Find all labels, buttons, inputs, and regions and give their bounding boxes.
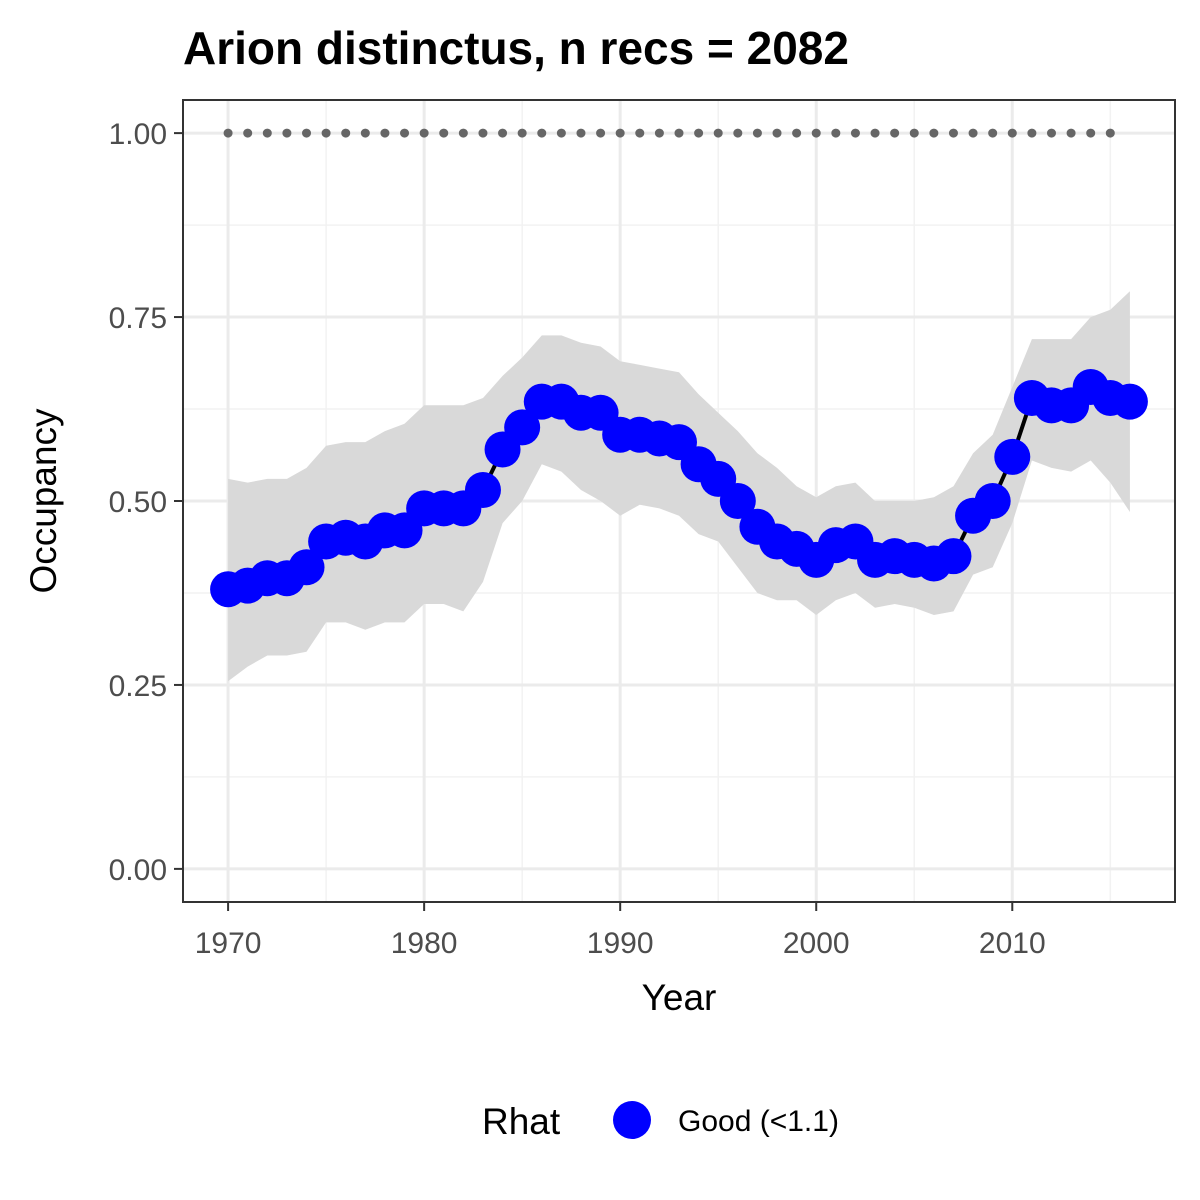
reference-dot	[635, 128, 645, 138]
reference-dot	[360, 128, 370, 138]
reference-dot	[811, 128, 821, 138]
legend-label-good: Good (<1.1)	[678, 1105, 839, 1138]
reference-dot	[713, 128, 723, 138]
reference-dot	[1046, 128, 1056, 138]
reference-dot	[1027, 128, 1037, 138]
x-tick-label: 1970	[195, 927, 262, 960]
occupancy-point	[1111, 383, 1148, 420]
occupancy-point	[504, 409, 541, 446]
x-tick-label: 2000	[783, 927, 850, 960]
reference-dot	[321, 128, 331, 138]
reference-dot	[968, 128, 978, 138]
plot-panel	[182, 99, 1176, 903]
reference-dot	[694, 128, 704, 138]
reference-dot	[596, 128, 606, 138]
reference-dot	[262, 128, 272, 138]
reference-dot	[517, 128, 527, 138]
reference-dot	[615, 128, 625, 138]
reference-dot	[1007, 128, 1017, 138]
occupancy-point	[935, 538, 972, 575]
reference-dot	[419, 128, 429, 138]
reference-dot	[752, 128, 762, 138]
x-tick-label: 1990	[587, 927, 654, 960]
reference-dot	[556, 128, 566, 138]
legend-title: Rhat	[482, 1101, 561, 1142]
legend-key-good	[613, 1101, 651, 1139]
y-axis-title: Occupancy	[23, 408, 64, 594]
y-tick-label: 0.50	[109, 486, 167, 519]
reference-dot	[498, 128, 508, 138]
reference-dot	[929, 128, 939, 138]
x-tick-label: 1980	[391, 927, 458, 960]
reference-dot	[948, 128, 958, 138]
reference-dot	[792, 128, 802, 138]
reference-dot	[537, 128, 547, 138]
reference-line-dotted	[223, 128, 1115, 138]
reference-dot	[1105, 128, 1115, 138]
occupancy-point	[994, 438, 1031, 475]
occupancy-point	[974, 483, 1011, 519]
reference-dot	[674, 128, 684, 138]
reference-dot	[909, 128, 919, 138]
x-axis-title: Year	[642, 977, 717, 1018]
reference-dot	[380, 128, 390, 138]
y-tick-label: 0.25	[109, 670, 167, 703]
x-tick-label: 2010	[979, 927, 1046, 960]
reference-dot	[1086, 128, 1096, 138]
reference-dot	[890, 128, 900, 138]
chart-title: Arion distinctus, n recs = 2082	[183, 22, 849, 74]
reference-dot	[243, 128, 253, 138]
reference-dot	[302, 128, 312, 138]
legend: Rhat Good (<1.1)	[482, 1101, 839, 1142]
reference-dot	[223, 128, 233, 138]
reference-dot	[831, 128, 841, 138]
occupancy-points	[210, 368, 1148, 608]
reference-dot	[733, 128, 743, 138]
y-tick-label: 0.75	[109, 302, 167, 335]
reference-dot	[870, 128, 880, 138]
reference-dot	[341, 128, 351, 138]
reference-dot	[439, 128, 449, 138]
reference-dot	[772, 128, 782, 138]
reference-dot	[850, 128, 860, 138]
reference-dot	[654, 128, 664, 138]
x-axis: 1970 1980 1990 2000 2010	[195, 902, 1046, 960]
y-axis: 0.00 0.25 0.50 0.75 1.00	[109, 118, 183, 887]
reference-dot	[576, 128, 586, 138]
reference-dot	[400, 128, 410, 138]
reference-dot	[458, 128, 468, 138]
occupancy-point	[719, 483, 756, 519]
credible-interval-ribbon	[228, 291, 1130, 682]
y-tick-label: 0.00	[109, 854, 167, 887]
reference-dot	[478, 128, 488, 138]
occupancy-point	[464, 471, 501, 508]
reference-dot	[1066, 128, 1076, 138]
occupancy-point	[288, 549, 325, 586]
reference-dot	[988, 128, 998, 138]
y-tick-label: 1.00	[109, 118, 167, 151]
reference-dot	[282, 128, 292, 138]
